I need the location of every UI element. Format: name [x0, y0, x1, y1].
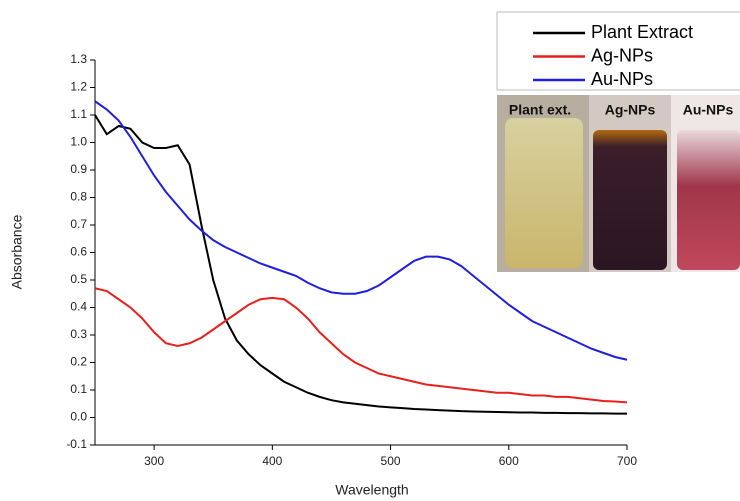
- x-tick-label: 400: [262, 454, 282, 468]
- legend-label: Ag-NPs: [591, 45, 653, 65]
- y-tick-label: 0.2: [70, 355, 87, 369]
- y-tick-label: 1.3: [70, 52, 87, 66]
- inset-label: Plant ext.: [509, 102, 571, 118]
- inset-photo: Plant ext. Ag-NPs Au-NPs: [497, 95, 740, 272]
- inset-label: Au-NPs: [683, 102, 734, 118]
- x-tick-label: 700: [617, 454, 637, 468]
- y-tick-label: 0.4: [70, 300, 87, 314]
- y-tick-label: 0.5: [70, 272, 87, 286]
- series-line: [95, 288, 627, 402]
- y-tick-label: 0.0: [70, 410, 87, 424]
- y-tick-label: 0.9: [70, 162, 87, 176]
- y-tick-label: 0.3: [70, 327, 87, 341]
- y-tick-label: 0.8: [70, 190, 87, 204]
- legend-label: Au-NPs: [591, 69, 653, 89]
- y-tick-label: 1.2: [70, 80, 87, 94]
- y-tick-label: 1.1: [70, 107, 87, 121]
- x-tick-label: 300: [144, 454, 164, 468]
- y-tick-label: 0.7: [70, 217, 87, 231]
- x-axis-title: Wavelength: [335, 482, 408, 498]
- legend-label: Plant Extract: [591, 22, 693, 42]
- y-axis-title: Absorbance: [9, 214, 25, 289]
- y-tick-label: 0.6: [70, 245, 87, 259]
- y-tick-label: -0.1: [66, 437, 87, 451]
- y-tick-label: 1.0: [70, 135, 87, 149]
- x-tick-label: 600: [499, 454, 519, 468]
- chart: Wavelength Absorbance -0.1 0.0 0.1 0.2 0.3 0.…: [0, 0, 740, 501]
- x-tick-label: 500: [381, 454, 401, 468]
- y-tick-label: 0.1: [70, 382, 87, 396]
- inset-label: Ag-NPs: [605, 102, 656, 118]
